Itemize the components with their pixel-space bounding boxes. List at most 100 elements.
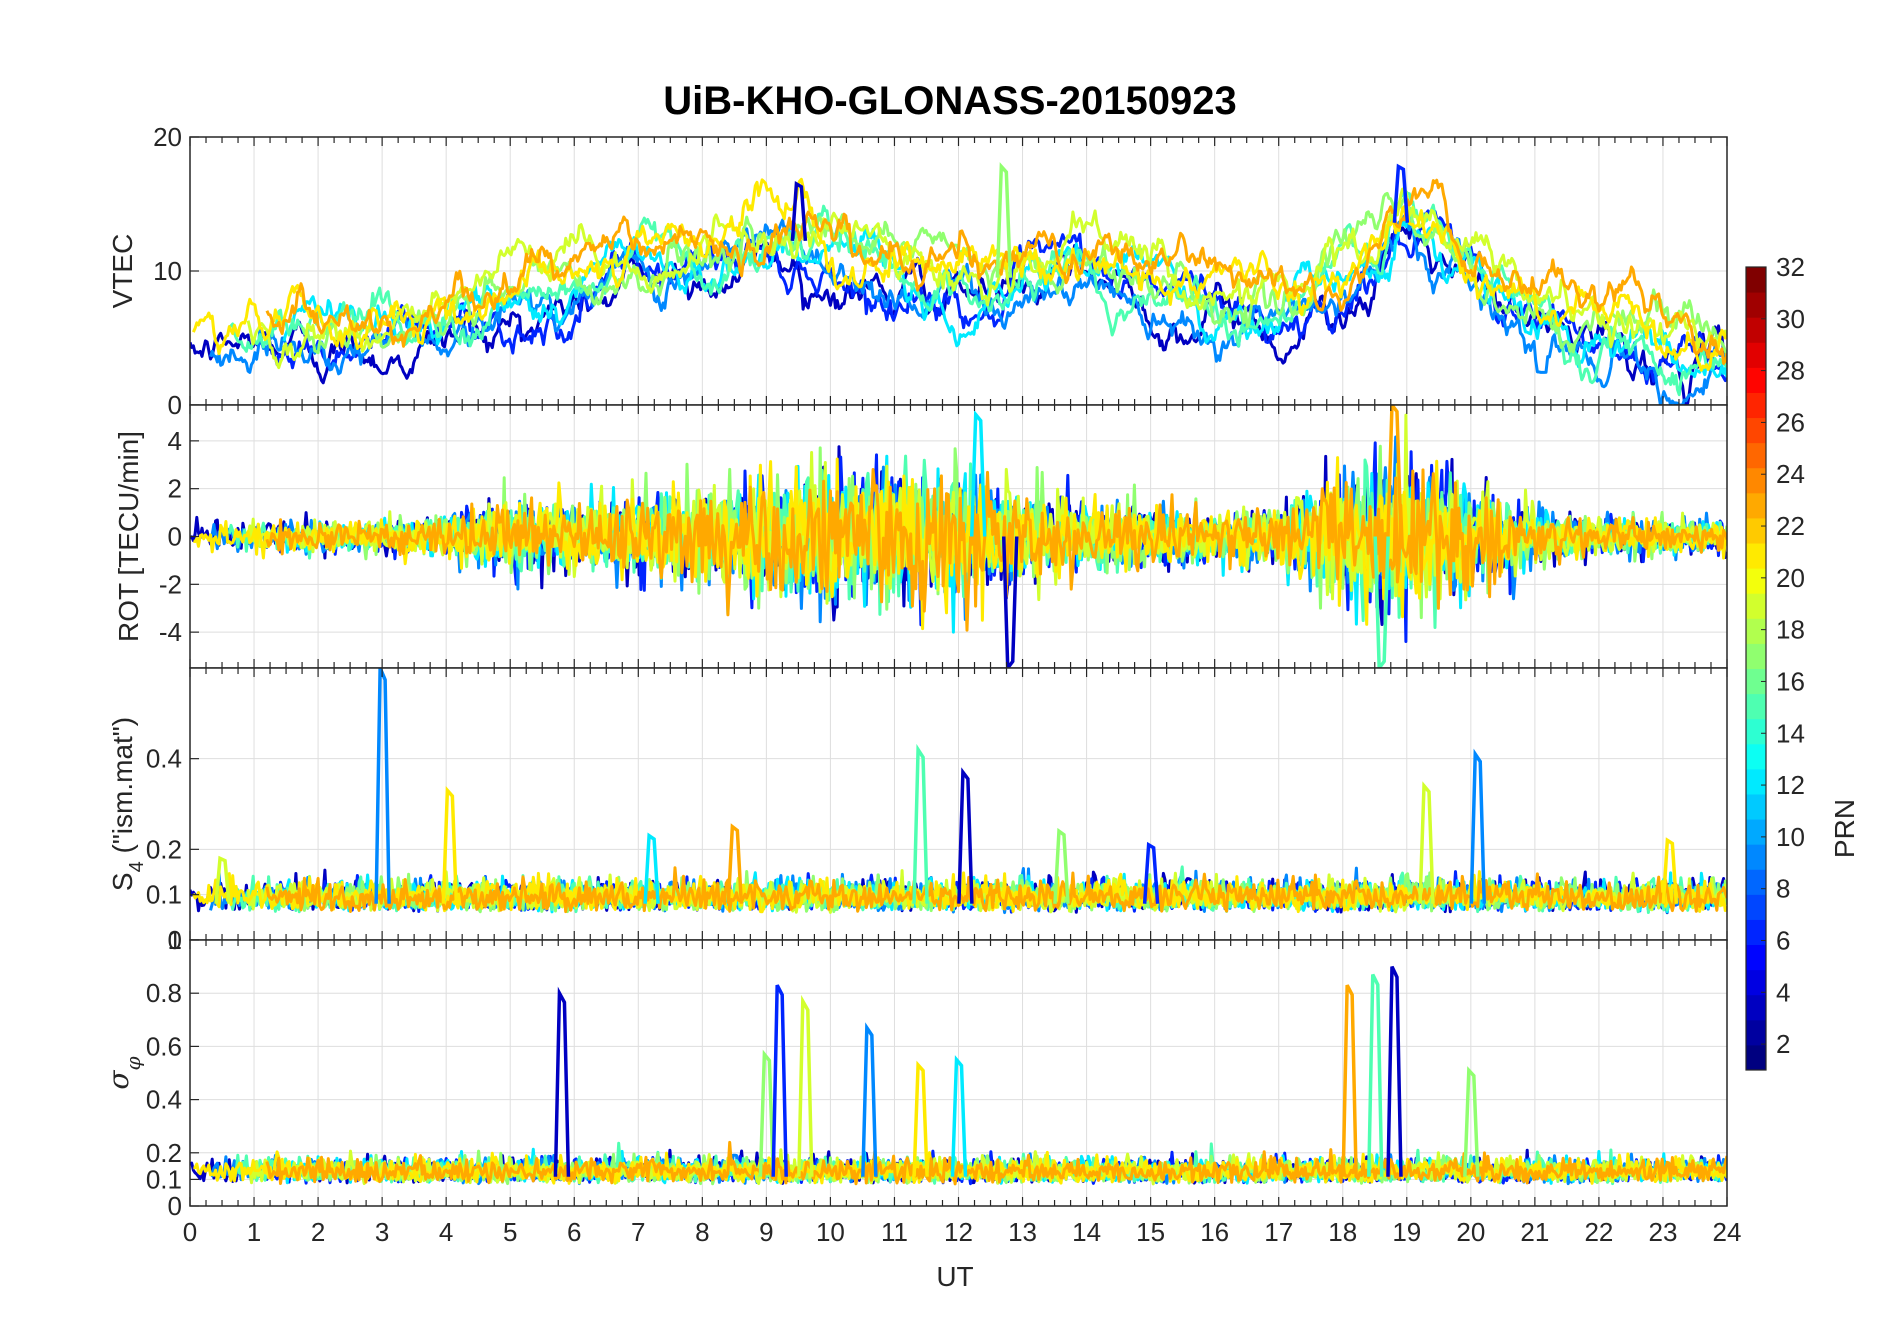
y-tick-label: -2 — [159, 569, 182, 599]
y-tick-label: 0.4 — [146, 1085, 182, 1115]
x-tick-label: 6 — [567, 1217, 581, 1247]
colorbar-segment — [1746, 267, 1766, 293]
colorbar-tick-label: 18 — [1776, 615, 1805, 645]
traces — [190, 405, 1727, 668]
y-tick-label: 4 — [168, 426, 182, 456]
y-tick-label: 10 — [153, 256, 182, 286]
colorbar-segment — [1746, 568, 1766, 594]
colorbar-tick-label: 28 — [1776, 356, 1805, 386]
colorbar-segment — [1746, 693, 1766, 720]
colorbar-segment — [1746, 618, 1766, 644]
x-tick-label: 17 — [1264, 1217, 1293, 1247]
y-tick-label: 0 — [168, 1191, 182, 1221]
y-tick-label: -4 — [159, 617, 182, 647]
peak-spike — [1367, 973, 1384, 1177]
colorbar-segment — [1746, 969, 1766, 996]
colorbar-segment — [1746, 768, 1766, 795]
colorbar-tick-label: 30 — [1776, 304, 1805, 334]
colorbar-tick-label: 8 — [1776, 874, 1790, 904]
colorbar-tick-label: 12 — [1776, 770, 1805, 800]
colorbar-tick-label: 32 — [1776, 252, 1805, 282]
x-tick-label: 4 — [439, 1217, 453, 1247]
x-tick-label: 21 — [1520, 1217, 1549, 1247]
y-tick-label: 2 — [168, 474, 182, 504]
colorbar-segment — [1746, 793, 1766, 820]
x-tick-label: 11 — [881, 1217, 908, 1247]
peak-spike — [861, 1022, 878, 1177]
x-tick-label: 20 — [1456, 1217, 1485, 1247]
peak-spike — [758, 1049, 776, 1177]
colorbar-tick-label: 14 — [1776, 718, 1805, 748]
x-tick-label: 13 — [1008, 1217, 1037, 1247]
colorbar-segment — [1746, 467, 1766, 494]
colorbar-segment — [1746, 367, 1766, 393]
peak-spike — [1373, 536, 1390, 668]
y-tick-label: 0 — [168, 390, 182, 420]
colorbar-segment — [1746, 869, 1766, 895]
x-ticks — [189, 405, 1728, 668]
colorbar-frame — [1745, 266, 1767, 1071]
peak-spike — [912, 1060, 929, 1177]
peak-spike — [771, 984, 788, 1177]
colorbar-tick-label: 22 — [1776, 511, 1805, 541]
x-tick-label: 2 — [311, 1217, 325, 1247]
colorbar-tick-label: 4 — [1776, 977, 1790, 1007]
x-tick-label: 10 — [816, 1217, 845, 1247]
y-tick-label: 0 — [168, 925, 182, 955]
peak-spike — [995, 162, 1013, 278]
colorbar-segment — [1746, 342, 1766, 368]
colorbar-tick-label: 16 — [1776, 666, 1805, 696]
y-tick-label: 0.4 — [146, 744, 182, 774]
x-tick-label: 8 — [695, 1217, 709, 1247]
colorbar-segment — [1746, 442, 1766, 469]
colorbar-segment — [1746, 417, 1766, 444]
colorbar-tick-label: 24 — [1776, 459, 1805, 489]
x-ticks — [189, 668, 1728, 940]
y-tick-label: 0.6 — [146, 1031, 182, 1061]
x-tick-label: 22 — [1584, 1217, 1613, 1247]
colorbar-segment — [1746, 994, 1766, 1021]
panel-1: 0 10 20 VTEC — [107, 122, 1728, 420]
colorbar-tick-label: 2 — [1776, 1029, 1790, 1059]
colorbar-segment — [1746, 1019, 1766, 1046]
peak-spike — [214, 855, 231, 904]
colorbar-segment — [1746, 492, 1766, 519]
x-tick-label: 1 — [247, 1217, 261, 1247]
peak-spike — [441, 785, 459, 904]
peak-spike — [1386, 405, 1403, 537]
x-ticks — [189, 940, 1728, 1206]
prn-trace — [192, 177, 1727, 372]
colorbar-segment — [1746, 292, 1766, 318]
peak-spike — [1392, 163, 1410, 223]
y-axis-label: VTEC — [107, 234, 138, 309]
peak-spike — [957, 767, 974, 904]
traces — [190, 162, 1727, 405]
y-tick-label: 1 — [168, 925, 182, 955]
y-tick-label: 20 — [153, 122, 182, 152]
peak-spike — [1463, 1066, 1480, 1177]
colorbar-segment — [1746, 593, 1766, 619]
colorbar-segment — [1746, 894, 1766, 920]
colorbar-tick-label: 6 — [1776, 925, 1790, 955]
prn-trace — [228, 189, 1727, 397]
peak-spike — [912, 743, 929, 904]
colorbar-segment — [1746, 819, 1766, 845]
prn-trace — [193, 1150, 1727, 1185]
x-tick-label: 0 — [183, 1217, 197, 1247]
colorbar-segment — [1746, 517, 1766, 544]
panel-3: 0 0.1 0.2 0.4S4 ("ism.mat") — [107, 667, 1728, 955]
x-ticks — [189, 137, 1728, 405]
peak-spike — [1142, 841, 1160, 904]
peak-spike — [1469, 748, 1486, 904]
peak-spike — [643, 832, 660, 904]
colorbar-segment — [1746, 668, 1766, 695]
colorbar-segment — [1746, 1044, 1766, 1071]
x-tick-label: 9 — [759, 1217, 773, 1247]
colorbar-segment — [1746, 392, 1766, 419]
x-tick-label: 15 — [1136, 1217, 1165, 1247]
x-tick-label: 7 — [631, 1217, 645, 1247]
